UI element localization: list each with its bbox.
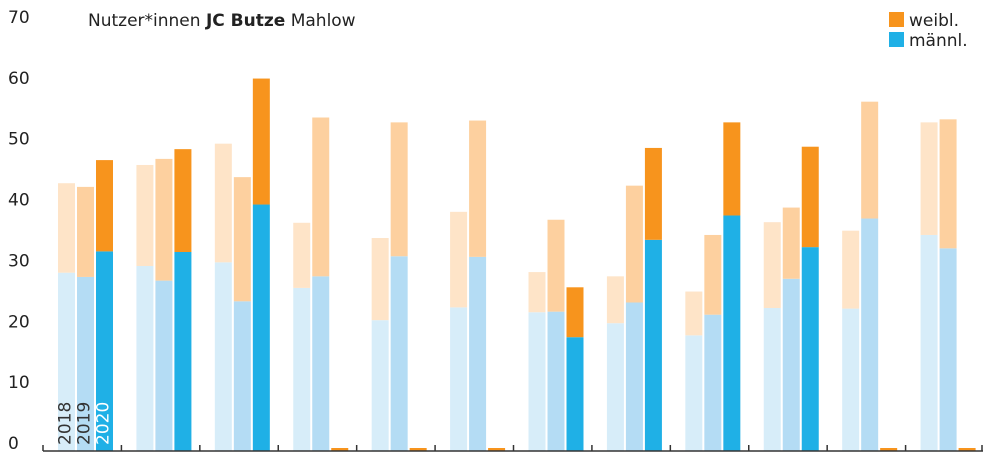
bar-male [782,278,800,451]
bar-female [174,149,192,252]
bar-male [214,262,232,451]
bar-female [606,276,624,324]
legend-label: weibl. [909,11,959,31]
title-part: Nutzer*innen [88,11,201,31]
bar-female [214,143,232,263]
bar-male [252,204,270,451]
bar-male [842,308,860,451]
bar-female [312,117,330,277]
bar-female [644,147,662,240]
bar-male [450,307,468,451]
bar-female [390,122,408,257]
bar-male [371,320,389,451]
bar-female [293,222,311,288]
bar-female [155,158,173,281]
y-tick-label: 0 [8,434,19,452]
empty-bar [331,448,349,451]
bar-male [390,256,408,451]
bar-female [920,122,938,235]
y-tick-label: 20 [8,312,30,332]
bar-female [371,238,389,321]
bar-male [96,251,113,451]
bar-male [763,307,781,451]
bar-male [625,302,643,451]
bar-female [861,101,879,219]
bar-male [723,215,741,451]
year-label: 2019 [75,402,95,445]
title-part: JC Butze [205,11,285,31]
bar-female [528,272,546,313]
bar-female [469,120,487,257]
empty-bar [958,448,976,451]
bar-female [77,186,94,277]
bar-male [801,247,819,451]
bar-female [801,146,819,248]
y-tick-label: 10 [8,373,30,393]
y-tick-label: 70 [8,8,30,28]
bar-female [566,287,584,338]
bar-female [763,222,781,308]
chart-title: Nutzer*innen JC Butze Mahlow [88,11,356,31]
bar-male [528,312,546,451]
bar-male [861,218,879,451]
bar-female [136,164,154,266]
y-tick-label: 30 [8,251,30,271]
bar-female [939,119,957,249]
bar-female [450,211,468,308]
bar-male [566,337,584,451]
bar-male [547,311,565,451]
year-label: 2018 [56,402,76,445]
bar-male [312,276,330,451]
bar-female [58,183,75,273]
legend-swatch [889,12,904,27]
y-tick-label: 40 [8,191,30,211]
bar-female [782,207,800,279]
title-part: Mahlow [291,11,356,31]
bar-male [685,335,703,451]
bar-female [625,185,643,303]
bar-male [136,265,154,451]
y-tick-label: 60 [8,69,30,89]
y-tick-label: 50 [8,130,30,150]
bar-male [174,251,192,451]
empty-bar [409,448,427,451]
bar-female [96,160,113,252]
bar-male [704,314,722,451]
bar-male [644,239,662,451]
bar-male [77,276,94,451]
bar-female [233,177,251,302]
empty-bar [880,448,898,451]
bar-male [469,256,487,451]
bar-male [58,272,75,451]
bar-female [842,230,860,309]
year-label: 2020 [94,402,114,445]
bar-male [939,248,957,451]
bar-female [723,122,741,216]
bar-male [920,234,938,451]
bar-female [685,291,703,336]
empty-bar [488,448,506,451]
bar-female [547,219,565,312]
bar-female [704,234,722,315]
legend-label: männl. [909,31,968,51]
bar-male [233,301,251,451]
bar-female [252,78,270,205]
bar-male [155,280,173,451]
bar-male [293,287,311,451]
legend-swatch [889,32,904,47]
bar-male [606,323,624,451]
